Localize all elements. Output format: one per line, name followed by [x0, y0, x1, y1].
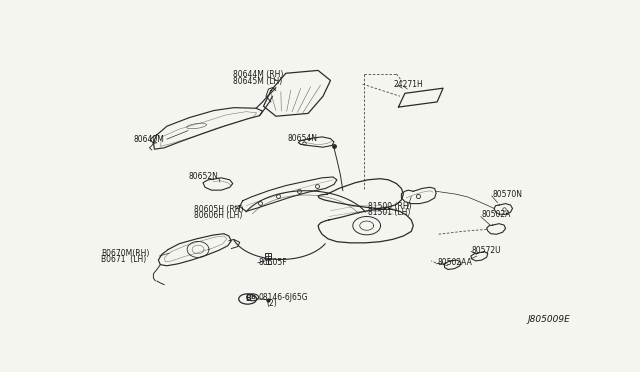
Text: 80606H (LH): 80606H (LH): [194, 211, 243, 219]
Text: J805009E: J805009E: [527, 315, 570, 324]
Text: (2): (2): [266, 298, 276, 308]
Text: 24271H: 24271H: [394, 80, 423, 89]
Text: 81500 (RH): 81500 (RH): [367, 202, 412, 211]
Text: 80645M (LH): 80645M (LH): [233, 77, 282, 86]
Text: B0670M(RH): B0670M(RH): [101, 249, 149, 258]
Text: 80654N: 80654N: [287, 134, 317, 143]
Text: 80644M (RH): 80644M (RH): [233, 70, 283, 79]
Text: 80570N: 80570N: [493, 190, 523, 199]
Text: 80572U: 80572U: [472, 246, 502, 255]
Text: B: B: [244, 295, 250, 304]
Text: 80502A: 80502A: [482, 210, 511, 219]
Text: 80605H (RH): 80605H (RH): [194, 205, 244, 214]
Text: 80502AA: 80502AA: [437, 259, 472, 267]
Text: B0671  (LH): B0671 (LH): [101, 255, 146, 264]
Text: 81501 (LH): 81501 (LH): [367, 208, 410, 217]
Text: B: B: [250, 295, 255, 300]
Text: 80605F: 80605F: [259, 259, 287, 267]
Text: 80652N: 80652N: [188, 173, 218, 182]
Text: 80640M: 80640M: [134, 135, 164, 144]
Text: 08146-6J65G: 08146-6J65G: [259, 293, 308, 302]
